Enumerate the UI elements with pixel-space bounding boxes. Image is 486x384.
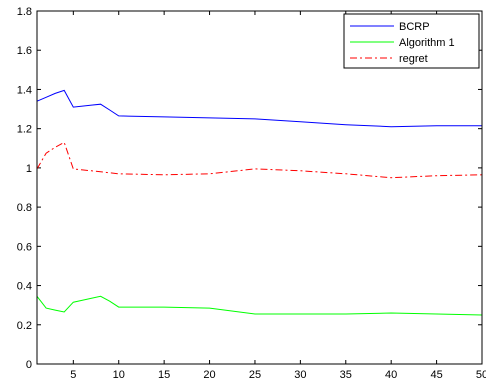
y-tick-label: 0 [26,359,32,371]
legend-box [343,13,480,69]
y-tick-label: 0.2 [17,320,32,332]
x-tick-label: 35 [340,369,352,381]
series-line-algorithm-1 [36,295,483,316]
legend-label: regret [399,53,428,65]
y-tick-label: 1.8 [17,6,32,18]
x-tick-label: 40 [385,369,397,381]
series-line-regret [36,141,483,179]
x-tick-label: 5 [70,369,76,381]
legend: BCRP Algorithm 1 regret [343,13,480,69]
x-tick-label: 10 [113,369,125,381]
y-tick-label: 1.6 [17,45,32,57]
x-tick-label: 15 [158,369,170,381]
plot-frame [36,10,483,365]
series-lines [36,89,483,316]
y-tick-label: 1 [26,163,32,175]
legend-label: Algorithm 1 [399,37,455,49]
x-tick-label: 25 [249,369,261,381]
y-tick-label: 0.4 [17,281,32,293]
series-line-bcrp [36,89,482,128]
x-tick-label: 45 [430,369,442,381]
y-tick-labels: 0 0.2 0.4 0.6 0.8 1 1.2 1.4 1.6 1.8 [17,6,32,371]
x-tick-label: 20 [203,369,215,381]
y-tick-label: 1.4 [17,84,32,96]
y-tick-label: 1.2 [17,124,32,136]
plot-background [37,11,482,364]
x-tick-labels: 5 10 15 20 25 30 35 40 45 50 [70,369,486,381]
y-tick-label: 0.6 [17,241,32,253]
x-tick-label: 50 [476,369,486,381]
x-tick-label: 30 [294,369,306,381]
y-tick-label: 0.8 [17,202,32,214]
legend-label: BCRP [399,21,430,33]
